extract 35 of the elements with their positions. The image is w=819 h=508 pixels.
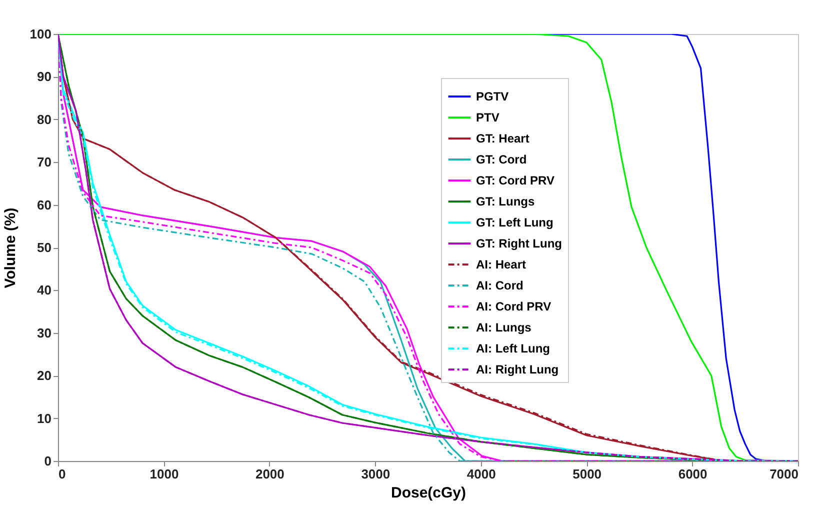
legend-label: GT: Lungs [476,194,535,208]
legend-label: AI: Heart [476,258,526,272]
x-tick-label: 5000 [572,466,602,482]
x-tick-label: 2000 [255,466,284,482]
y-tick-label: 0 [44,454,52,468]
x-tick-label: 3000 [361,466,390,482]
legend-label: AI: Cord [476,278,524,292]
y-tick-label: 30 [37,325,52,340]
y-tick-label: 20 [37,368,52,384]
legend-label: AI: Cord PRV [476,300,552,314]
y-tick-label: 60 [37,197,52,212]
legend-label: GT: Left Lung [476,216,554,230]
y-tick-label: 90 [37,69,52,84]
x-tick-label: 7000 [770,466,798,482]
x-tick-label: 1000 [150,466,179,482]
legend-label: GT: Cord [476,152,527,166]
legend-label: GT: Cord PRV [476,174,554,188]
legend-label: AI: Left Lung [476,342,550,356]
y-axis-title: Volume (%) [2,208,19,288]
y-tick-label: 50 [37,240,52,255]
x-axis-title: Dose(cGy) [390,484,466,502]
y-tick-label: 80 [37,112,52,127]
legend-label: GT: Heart [476,132,530,146]
legend-label: GT: Right Lung [476,236,562,250]
legend-label: AI: Right Lung [476,362,559,376]
x-tick-label: 6000 [678,466,708,482]
y-tick-label: 40 [37,282,52,298]
x-tick-label: 4000 [466,466,496,482]
y-tick-label: 100 [30,26,52,42]
x-tick-label: 0 [58,466,66,482]
legend-label: AI: Lungs [476,320,532,334]
legend-label: PGTV [476,90,509,104]
y-tick-label: 10 [37,410,52,426]
y-tick-label: 70 [37,154,52,170]
legend-label: PTV [476,110,500,124]
